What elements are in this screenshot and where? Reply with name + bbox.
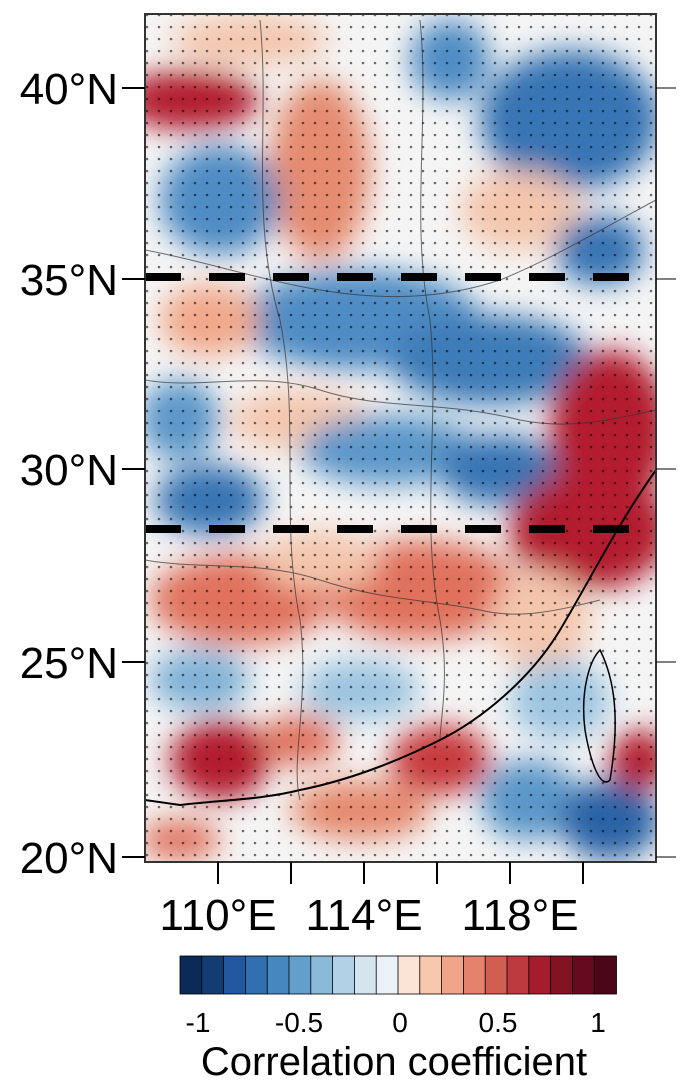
colorbar-swatch <box>462 955 487 995</box>
map-panel <box>145 14 656 862</box>
latitude-axis: 40°N 35°N 30°N 25°N 20°N <box>20 65 676 883</box>
province-border <box>145 379 656 425</box>
taiwan-outline <box>582 648 616 783</box>
lat-label-35n: 35°N <box>20 256 118 305</box>
lat-label-30n: 30°N <box>20 446 118 495</box>
colorbar-tick-label: 1 <box>590 1007 606 1038</box>
province-border <box>259 19 304 801</box>
colorbar-tick-label: -1 <box>186 1007 211 1038</box>
colorbar-swatch <box>310 955 334 995</box>
colorbar-swatch <box>244 955 269 995</box>
province-border <box>145 559 601 615</box>
colorbar-swatch <box>397 955 421 995</box>
colorbar <box>179 955 617 995</box>
colorbar-swatch <box>419 955 443 995</box>
colorbar-swatch <box>201 955 225 995</box>
colorbar-swatch <box>550 955 574 995</box>
colorbar-swatch <box>528 955 552 995</box>
lat-label-25n: 25°N <box>20 639 118 688</box>
colorbar-tick-label: -0.5 <box>275 1007 323 1038</box>
colorbar-swatch <box>266 955 290 995</box>
province-border <box>145 199 656 298</box>
lat-label-40n: 40°N <box>20 65 118 114</box>
colorbar-swatch <box>353 955 378 995</box>
lat-label-20n: 20°N <box>20 834 118 883</box>
colorbar-ticks: -1 -0.5 0 0.5 1 <box>186 1007 606 1038</box>
map-frame <box>144 13 657 863</box>
colorbar-tick-label: 0.5 <box>479 1007 518 1038</box>
colorbar-swatch <box>484 955 508 995</box>
colorbar-swatch <box>506 955 530 995</box>
colorbar-swatch <box>572 955 596 995</box>
colorbar-swatch <box>593 955 617 995</box>
colorbar-swatch <box>375 955 399 995</box>
significance-stippling <box>145 14 656 862</box>
longitude-axis: 110°E 114°E 118°E <box>159 862 584 940</box>
colorbar-swatch <box>223 955 247 995</box>
lon-label-110e: 110°E <box>159 891 276 940</box>
province-border <box>419 19 445 741</box>
colorbar-swatch <box>441 955 465 995</box>
colorbar-swatch <box>179 955 203 995</box>
colorbar-title: Correlation coefficient <box>201 1040 587 1084</box>
colorbar-tick-label: 0 <box>392 1007 408 1038</box>
lon-label-118e: 118°E <box>461 891 578 940</box>
colorbar-swatch <box>288 955 312 995</box>
lon-label-114e: 114°E <box>305 891 422 940</box>
colorbar-swatch <box>332 955 356 995</box>
